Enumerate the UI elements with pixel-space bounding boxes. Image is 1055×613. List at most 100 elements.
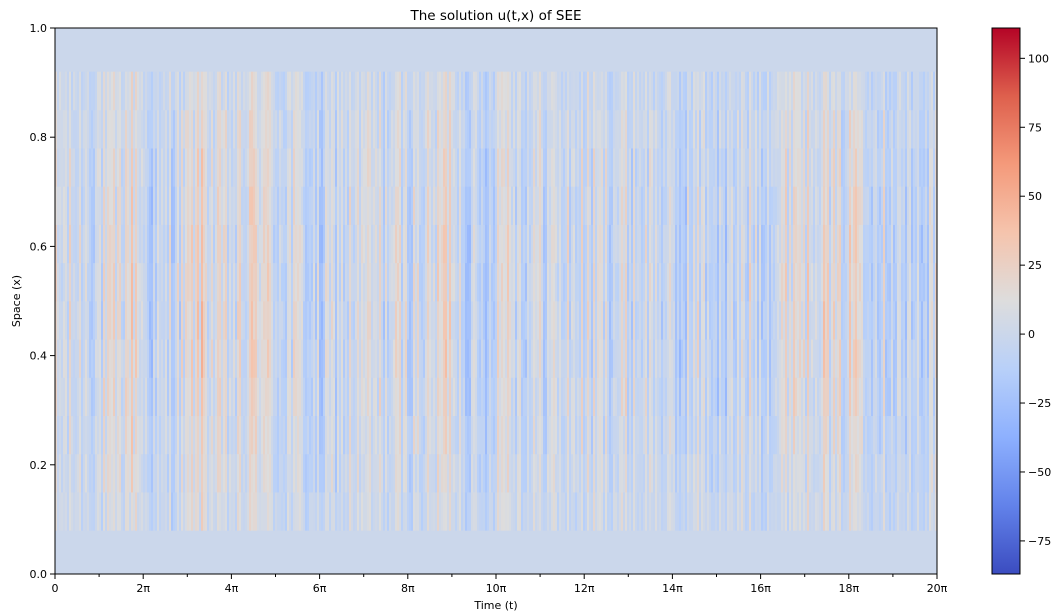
heatmap-cell: [699, 492, 702, 531]
heatmap-cell: [567, 377, 570, 417]
heatmap-cell: [795, 453, 798, 493]
heatmap-cell: [741, 415, 744, 455]
heatmap-cell: [139, 339, 142, 378]
heatmap-cell: [209, 339, 212, 378]
heatmap-cell: [881, 377, 884, 417]
heatmap-cell: [717, 492, 720, 531]
heatmap-cell: [123, 492, 126, 531]
heatmap-cell: [557, 453, 560, 493]
heatmap-cell: [413, 339, 416, 378]
heatmap-cell: [275, 492, 278, 531]
heatmap-cell: [97, 71, 100, 111]
heatmap-cell: [367, 377, 370, 417]
heatmap-cell: [139, 109, 142, 149]
heatmap-cell: [851, 415, 854, 455]
heatmap-cell: [83, 339, 86, 378]
heatmap-cell: [463, 186, 466, 225]
heatmap-cell: [821, 186, 824, 225]
heatmap-cell: [415, 453, 418, 493]
heatmap-cell: [451, 415, 454, 455]
heatmap-cell: [439, 71, 442, 111]
heatmap-cell: [255, 415, 258, 455]
heatmap-cell: [525, 377, 528, 417]
heatmap-cell: [291, 186, 294, 225]
heatmap-cell: [113, 492, 116, 531]
heatmap-cell: [611, 224, 614, 264]
heatmap-cell: [503, 339, 506, 378]
heatmap-cell: [837, 71, 840, 111]
heatmap-cell: [747, 453, 750, 493]
heatmap-cell: [415, 301, 418, 340]
heatmap-cell: [583, 301, 586, 340]
heatmap-cell: [93, 492, 96, 531]
heatmap-cell: [735, 148, 738, 187]
heatmap-cell: [717, 339, 720, 378]
heatmap-cell: [283, 186, 286, 225]
heatmap-cell: [407, 186, 410, 225]
heatmap-cell: [323, 339, 326, 378]
heatmap-cell: [881, 148, 884, 187]
heatmap-cell: [377, 301, 380, 340]
heatmap-cell: [417, 415, 420, 455]
heatmap-cell: [273, 415, 276, 455]
heatmap-cell: [129, 109, 132, 149]
heatmap-cell: [447, 109, 450, 149]
heatmap-cell: [657, 186, 660, 225]
heatmap-cell: [159, 415, 162, 455]
heatmap-cell: [115, 186, 118, 225]
heatmap-cell: [363, 262, 366, 302]
heatmap-cell: [59, 186, 62, 225]
heatmap-cell: [867, 224, 870, 264]
heatmap-cell: [179, 492, 182, 531]
heatmap-cell: [677, 492, 680, 531]
heatmap-cell: [309, 301, 312, 340]
heatmap-cell: [247, 71, 250, 111]
heatmap-cell: [309, 492, 312, 531]
heatmap-cell: [573, 415, 576, 455]
heatmap-cell: [691, 453, 694, 493]
heatmap-cell: [563, 148, 566, 187]
heatmap-cell: [817, 301, 820, 340]
heatmap-cell: [771, 186, 774, 225]
heatmap-cell: [101, 453, 104, 493]
heatmap-cell: [369, 339, 372, 378]
heatmap-cell: [421, 415, 424, 455]
heatmap-cell: [821, 262, 824, 302]
heatmap-cell: [793, 339, 796, 378]
heatmap-cell: [621, 186, 624, 225]
heatmap-cell: [663, 301, 666, 340]
heatmap-cell: [519, 301, 522, 340]
heatmap-cell: [481, 71, 484, 111]
heatmap-cell: [137, 148, 140, 187]
heatmap-cell: [291, 262, 294, 302]
heatmap-cell: [669, 492, 672, 531]
heatmap-cell: [481, 109, 484, 149]
heatmap-cell: [271, 71, 274, 111]
heatmap-cell: [183, 148, 186, 187]
heatmap-cell: [179, 377, 182, 417]
heatmap-cell: [811, 109, 814, 149]
heatmap-cell: [459, 262, 462, 302]
heatmap-cell: [163, 186, 166, 225]
heatmap-cell: [405, 377, 408, 417]
heatmap-cell: [465, 262, 468, 302]
heatmap-cell: [287, 262, 290, 302]
heatmap-cell: [285, 71, 288, 111]
heatmap-cell: [489, 224, 492, 264]
heatmap-cell: [721, 492, 724, 531]
heatmap-cell: [735, 492, 738, 531]
heatmap-cell: [471, 109, 474, 149]
heatmap-cell: [839, 301, 842, 340]
heatmap-cell: [375, 109, 378, 149]
heatmap-cell: [85, 301, 88, 340]
heatmap-cell: [299, 415, 302, 455]
heatmap-cell: [415, 186, 418, 225]
heatmap-cell: [653, 186, 656, 225]
heatmap-cell: [583, 377, 586, 417]
heatmap-cell: [365, 224, 368, 264]
heatmap-cell: [673, 339, 676, 378]
heatmap-cell: [483, 224, 486, 264]
heatmap-cell: [877, 377, 880, 417]
heatmap-cell: [681, 186, 684, 225]
heatmap-cell: [215, 415, 218, 455]
